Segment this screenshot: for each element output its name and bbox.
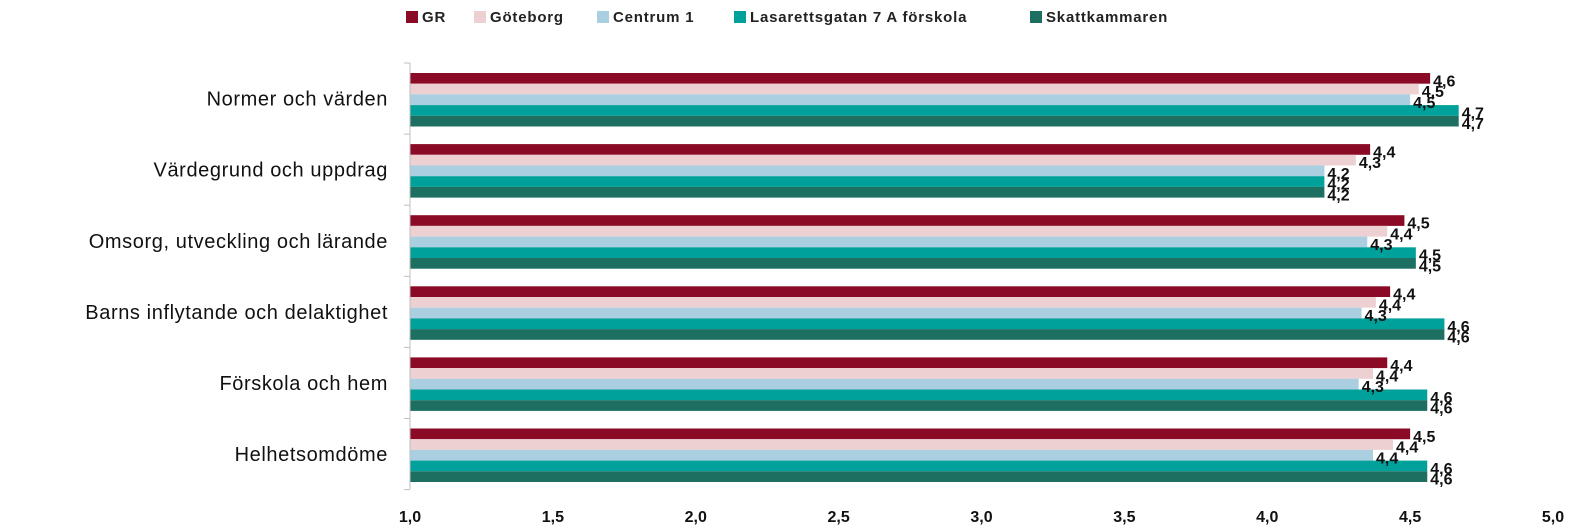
- data-label: 4,6: [1430, 461, 1452, 478]
- legend-swatch-centrum-1: [597, 11, 609, 23]
- bar-centrum-1-6: [410, 449, 1373, 461]
- category-label: Helhetsomdöme: [235, 444, 388, 466]
- x-tick-label: 3,0: [970, 509, 992, 526]
- bar-lasarettsgatan-7-a-forskola-4: [410, 318, 1445, 330]
- category-label: Omsorg, utveckling och lärande: [89, 231, 388, 253]
- data-label: 4,7: [1462, 116, 1484, 133]
- legend-item-gr: GR: [406, 6, 446, 28]
- legend-label-centrum-1: Centrum 1: [613, 8, 695, 26]
- data-label: 4,2: [1327, 187, 1349, 204]
- bar-skattkammaren-2: [410, 186, 1325, 198]
- x-tick-label: 5,0: [1542, 509, 1564, 526]
- bar-gr-1: [410, 73, 1431, 84]
- data-label: 4,5: [1413, 429, 1435, 446]
- legend-label-skattkammaren: Skattkammaren: [1046, 8, 1169, 26]
- bar-skattkammaren-4: [410, 329, 1445, 340]
- bar-goteborg-6: [410, 439, 1393, 450]
- x-tick-label: 1,0: [399, 509, 421, 526]
- category-label: Normer och värden: [207, 89, 388, 111]
- x-tick-label: 4,5: [1399, 509, 1421, 526]
- data-label: 4,6: [1447, 319, 1469, 336]
- category-label: Värdegrund och uppdrag: [154, 160, 388, 182]
- bar-centrum-1-5: [410, 378, 1359, 390]
- legend-swatch-skattkammaren: [1030, 11, 1042, 23]
- bar-lasarettsgatan-7-a-forskola-2: [410, 176, 1325, 187]
- data-label: 4,6: [1433, 73, 1455, 90]
- data-label: 4,5: [1419, 258, 1441, 275]
- category-labels-group: Normer och värden Värdegrund och uppdrag O…: [85, 89, 388, 466]
- bar-centrum-1-3: [410, 236, 1368, 248]
- bar-skattkammaren-6: [410, 471, 1428, 482]
- data-label: 4,4: [1393, 287, 1415, 304]
- bar-skattkammaren-5: [410, 400, 1428, 411]
- data-label: 4,5: [1413, 95, 1435, 112]
- bar-goteborg-1: [410, 83, 1419, 95]
- legend-swatch-goteborg: [474, 11, 486, 23]
- data-label: 4,4: [1396, 440, 1418, 457]
- legend-swatch-lasarettsgatan: [734, 11, 746, 23]
- x-tick-label: 4,0: [1256, 509, 1278, 526]
- data-label: 4,6: [1430, 390, 1452, 407]
- data-label: 4,4: [1376, 450, 1398, 467]
- bar-goteborg-2: [410, 154, 1356, 166]
- bar-gr-6: [410, 428, 1411, 440]
- data-label: 4,2: [1327, 166, 1349, 183]
- data-label: 4,5: [1407, 216, 1429, 233]
- bars-group: [410, 73, 1459, 482]
- legend-item-lasarettsgatan: Lasarettsgatan 7 A förskola: [734, 6, 967, 28]
- category-separators: [404, 62, 410, 491]
- data-label: 4,3: [1370, 237, 1392, 254]
- category-label: Förskola och hem: [219, 373, 388, 395]
- data-label: 4,7: [1462, 105, 1484, 122]
- x-tick-label: 1,5: [542, 509, 564, 526]
- legend: GR Göteborg Centrum 1 Lasarettsgatan 7 A…: [0, 6, 1595, 30]
- x-axis-ticks-group: 1,0 1,5 2,0 2,5 3,0 3,5 4,0 4,5 5,0: [399, 509, 1564, 526]
- category-label: Barns inflytande och delaktighet: [85, 302, 388, 324]
- bar-gr-4: [410, 286, 1391, 297]
- bar-skattkammaren-1: [410, 115, 1459, 127]
- data-label: 4,5: [1422, 84, 1444, 101]
- bar-gr-2: [410, 144, 1371, 155]
- data-label: 4,5: [1419, 248, 1441, 265]
- legend-item-skattkammaren: Skattkammaren: [1030, 6, 1168, 28]
- data-label: 4,3: [1359, 155, 1381, 172]
- bar-goteborg-4: [410, 297, 1376, 308]
- bar-centrum-1-2: [410, 165, 1325, 177]
- bar-gr-3: [410, 215, 1405, 226]
- legend-label-lasarettsgatan: Lasarettsgatan 7 A förskola: [750, 8, 968, 26]
- bar-gr-5: [410, 357, 1388, 369]
- bar-centrum-1-4: [410, 307, 1362, 319]
- legend-item-centrum-1: Centrum 1: [597, 6, 694, 28]
- x-tick-label: 3,5: [1113, 509, 1135, 526]
- data-label: 4,3: [1365, 308, 1387, 325]
- bar-goteborg-5: [410, 368, 1373, 379]
- data-label: 4,6: [1430, 401, 1452, 418]
- data-label: 4,4: [1390, 358, 1412, 375]
- data-label: 4,4: [1379, 297, 1401, 314]
- bar-centrum-1-1: [410, 94, 1411, 106]
- data-label: 4,6: [1430, 472, 1452, 489]
- legend-label-goteborg: Göteborg: [490, 8, 564, 26]
- data-label: 4,4: [1376, 368, 1398, 385]
- data-label: 4,4: [1373, 144, 1395, 161]
- x-tick-label: 2,0: [685, 509, 707, 526]
- bar-lasarettsgatan-7-a-forskola-6: [410, 460, 1428, 472]
- legend-item-goteborg: Göteborg: [474, 6, 564, 28]
- data-labels-group: 4,64,54,54,74,74,44,34,24,24,24,54,44,34…: [1327, 73, 1484, 488]
- data-label: 4,2: [1327, 177, 1349, 194]
- data-label: 4,6: [1447, 329, 1469, 346]
- legend-swatch-gr: [406, 11, 418, 23]
- bar-goteborg-3: [410, 225, 1388, 237]
- data-label: 4,3: [1362, 379, 1384, 396]
- bar-lasarettsgatan-7-a-forskola-3: [410, 247, 1416, 258]
- data-label: 4,4: [1390, 226, 1412, 243]
- x-tick-label: 2,5: [828, 509, 850, 526]
- bar-skattkammaren-3: [410, 258, 1416, 269]
- legend-label-gr: GR: [422, 8, 447, 26]
- bar-lasarettsgatan-7-a-forskola-1: [410, 105, 1459, 116]
- bar-lasarettsgatan-7-a-forskola-5: [410, 389, 1428, 401]
